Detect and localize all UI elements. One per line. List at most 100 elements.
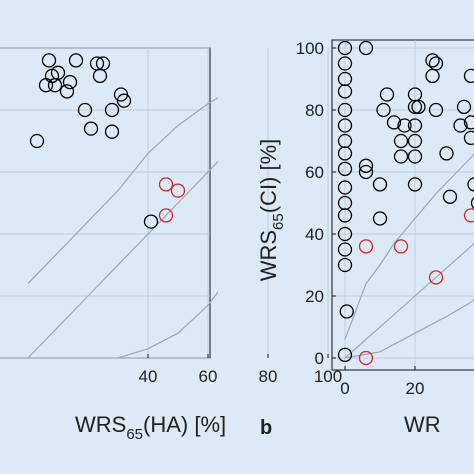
data-point-black bbox=[337, 102, 353, 118]
data-point-black bbox=[83, 121, 99, 136]
data-point-black bbox=[337, 242, 353, 257]
data-point-black bbox=[337, 146, 353, 161]
x-tick-label: 40 bbox=[139, 367, 158, 386]
data-point-black bbox=[379, 87, 395, 102]
panel-b-markers bbox=[337, 40, 474, 366]
panel-a-x-ticks: 40 60 80 100 bbox=[139, 354, 342, 386]
data-point-black bbox=[425, 53, 440, 68]
panel-b-y-axis-title-main: WRS bbox=[256, 230, 281, 281]
data-point-black bbox=[337, 180, 353, 195]
data-point-black bbox=[407, 133, 423, 149]
x-tick-label: 60 bbox=[199, 367, 218, 386]
panel-b-plot-area bbox=[331, 39, 474, 371]
confidence-band-upper bbox=[27, 96, 218, 285]
x-tick-label: 100 bbox=[314, 367, 342, 386]
data-point-red bbox=[170, 183, 186, 198]
data-point-black bbox=[407, 118, 423, 133]
panel-b-y-axis-title: WRS65(CI) [%] bbox=[256, 139, 287, 282]
data-point-red bbox=[158, 177, 174, 192]
data-point-black bbox=[337, 208, 353, 223]
y-tick-label: 40 bbox=[305, 225, 324, 244]
data-point-black bbox=[59, 84, 75, 99]
panel-b-y-ticks: 0 20 40 60 80 100 bbox=[296, 39, 336, 368]
data-point-black bbox=[372, 177, 388, 192]
data-point-black bbox=[463, 115, 474, 130]
data-point-red bbox=[463, 208, 474, 223]
y-tick-label: 100 bbox=[296, 39, 324, 58]
data-point-red bbox=[428, 270, 444, 285]
y-tick-label: 80 bbox=[305, 101, 324, 120]
data-point-black bbox=[358, 40, 374, 56]
panel-a-x-axis-title-sub: 65 bbox=[126, 426, 143, 443]
data-point-black bbox=[407, 99, 423, 115]
identity-line bbox=[344, 242, 474, 359]
data-point-black bbox=[463, 68, 474, 84]
panel-a-x-axis-title-rest: (HA) [%] bbox=[143, 412, 226, 437]
data-point-black bbox=[358, 158, 374, 173]
data-point-black bbox=[456, 99, 472, 115]
data-point-red bbox=[393, 239, 409, 254]
data-point-black bbox=[68, 53, 84, 68]
data-point-black bbox=[337, 118, 353, 133]
data-point-black bbox=[337, 347, 353, 363]
panel-b-lines bbox=[344, 153, 474, 359]
x-tick-label: 0 bbox=[340, 379, 349, 398]
data-point-black bbox=[104, 102, 120, 118]
data-point-black bbox=[393, 133, 409, 149]
data-point-black bbox=[77, 102, 93, 118]
data-point-red bbox=[358, 350, 374, 366]
data-point-black bbox=[104, 124, 120, 139]
data-point-red bbox=[158, 208, 174, 223]
data-point-black bbox=[428, 102, 444, 118]
data-point-black bbox=[337, 40, 353, 56]
data-point-black bbox=[116, 93, 132, 108]
panel-a-x-axis-title-main: WRS bbox=[75, 412, 126, 437]
data-point-black bbox=[337, 226, 353, 242]
panel-b-x-axis-title: WR bbox=[404, 412, 441, 437]
data-point-black bbox=[47, 78, 63, 93]
data-point-black bbox=[467, 177, 474, 192]
data-point-black bbox=[453, 118, 468, 133]
data-point-black bbox=[358, 164, 374, 180]
data-point-black bbox=[337, 56, 353, 71]
identity-line bbox=[27, 160, 218, 359]
data-point-black bbox=[442, 189, 458, 204]
panel-a: 40 60 80 100 WRS65(HA) [%] bbox=[0, 47, 342, 443]
y-tick-label: 20 bbox=[305, 287, 324, 306]
data-point-black bbox=[386, 115, 402, 130]
panel-a-x-axis-title: WRS65(HA) [%] bbox=[75, 412, 226, 443]
panel-a-markers bbox=[29, 53, 186, 229]
data-point-black bbox=[470, 197, 474, 209]
panel-b: 0 20 40 60 80 100 0 20 40 WRS65(CI) [%] WR bbox=[256, 39, 474, 437]
data-point-black bbox=[92, 68, 108, 84]
data-point-black bbox=[439, 146, 454, 161]
data-point-black bbox=[62, 74, 78, 90]
confidence-band-upper bbox=[344, 153, 474, 340]
data-point-black bbox=[41, 53, 57, 68]
data-point-black bbox=[428, 56, 444, 71]
data-point-black bbox=[397, 118, 412, 133]
panel-b-y-axis-title-rest: (CI) [%] bbox=[256, 139, 281, 214]
panel-b-grid bbox=[332, 40, 474, 370]
data-point-black bbox=[337, 84, 353, 99]
data-point-black bbox=[29, 133, 45, 149]
data-point-red bbox=[358, 239, 374, 254]
x-tick-label: 20 bbox=[406, 379, 425, 398]
y-tick-label: 60 bbox=[305, 163, 324, 182]
confidence-band-lower bbox=[344, 298, 474, 359]
data-point-black bbox=[143, 214, 159, 229]
data-point-black bbox=[339, 304, 354, 319]
panel-a-lines bbox=[27, 96, 218, 359]
data-point-black bbox=[393, 149, 409, 164]
data-point-black bbox=[376, 102, 391, 118]
data-point-black bbox=[337, 257, 353, 273]
data-point-black bbox=[463, 130, 474, 146]
data-point-black bbox=[407, 177, 423, 192]
data-point-black bbox=[337, 161, 353, 177]
panel-a-plot-area bbox=[0, 47, 211, 359]
x-tick-label: 80 bbox=[259, 367, 278, 386]
data-point-black bbox=[407, 149, 423, 164]
data-point-black bbox=[411, 99, 426, 115]
